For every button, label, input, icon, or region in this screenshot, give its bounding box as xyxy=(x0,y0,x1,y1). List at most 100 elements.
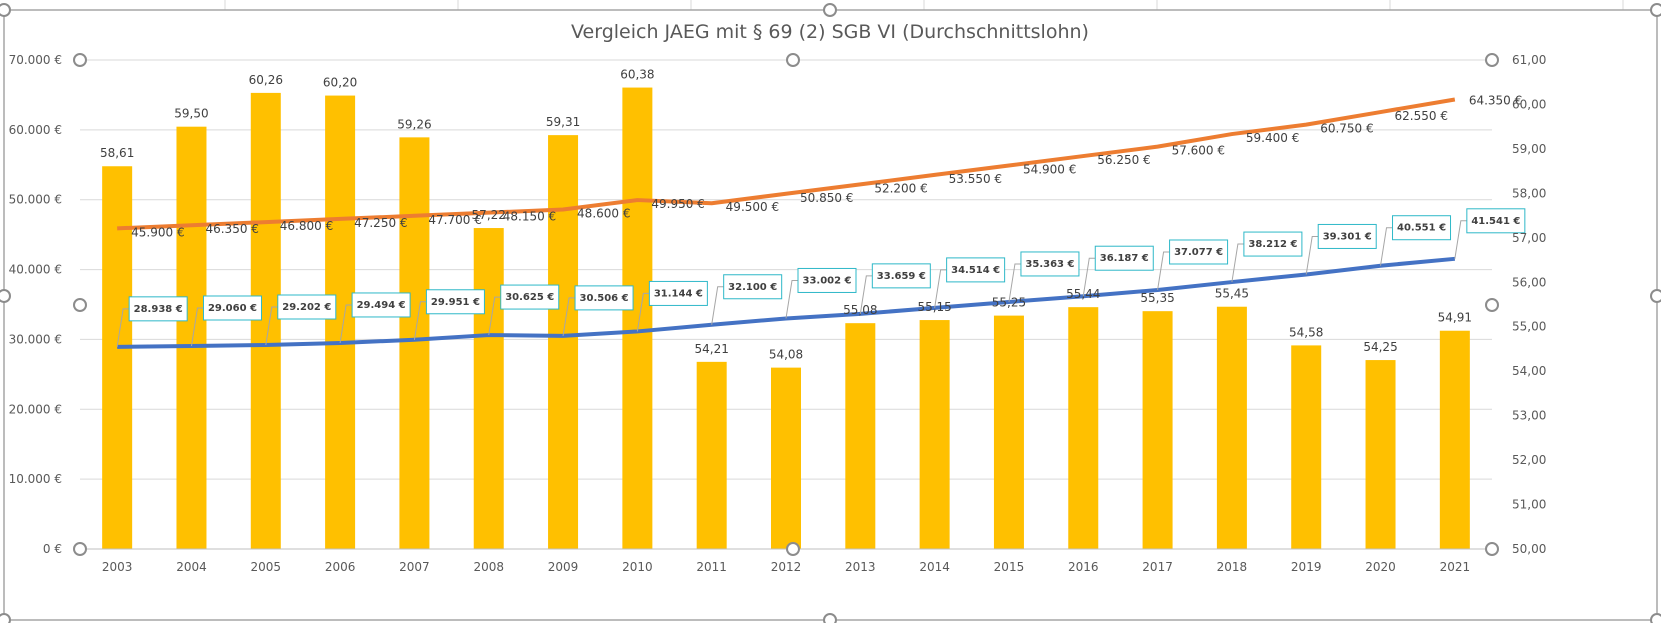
resize-handle[interactable] xyxy=(73,53,87,67)
line-data-label: 45.900 € xyxy=(131,225,184,239)
x-axis-tick-label: 2003 xyxy=(102,560,133,574)
left-axis-tick-label: 10.000 € xyxy=(9,472,62,486)
bar-data-label: 60,38 xyxy=(620,68,654,82)
resize-handle[interactable] xyxy=(0,613,11,623)
resize-handle[interactable] xyxy=(786,542,800,556)
line-data-label: 64.350 € xyxy=(1469,93,1522,107)
left-axis-tick-label: 50.000 € xyxy=(9,193,62,207)
callout-leader-line xyxy=(1454,220,1467,259)
callout-leader-line xyxy=(413,301,427,340)
bar-data-label: 59,26 xyxy=(397,117,431,131)
line-data-label: 62.550 € xyxy=(1395,109,1448,123)
x-axis-tick-label: 2014 xyxy=(919,560,950,574)
resize-handle[interactable] xyxy=(1485,298,1499,312)
right-axis-tick-label: 55,00 xyxy=(1512,320,1546,334)
line-data-label: 57.600 € xyxy=(1172,144,1225,158)
spreadsheet-grid xyxy=(224,0,1624,10)
bar xyxy=(176,126,207,549)
callout-box xyxy=(425,289,485,315)
left-axis-tick-label: 0 € xyxy=(43,542,62,556)
callout-leader-line xyxy=(265,306,278,346)
callout-box xyxy=(128,296,188,322)
resize-handle[interactable] xyxy=(73,298,87,312)
callout-box xyxy=(1392,215,1452,241)
line-data-label: 49.500 € xyxy=(726,200,779,214)
callout-box xyxy=(723,274,783,300)
bar xyxy=(771,367,801,549)
x-axis-tick-label: 2018 xyxy=(1217,560,1248,574)
callout-box xyxy=(946,257,1006,283)
callout-data-label: 31.144 € xyxy=(654,288,703,299)
x-axis-tick-label: 2010 xyxy=(622,560,653,574)
callout-leader-line xyxy=(1082,257,1096,297)
right-axis-tick-label: 52,00 xyxy=(1512,453,1546,467)
callout-data-label: 32.100 € xyxy=(728,282,777,293)
callout-box xyxy=(1466,208,1526,234)
callout-leader-line xyxy=(1305,235,1319,275)
resize-handle[interactable] xyxy=(1485,53,1499,67)
x-axis-tick-label: 2011 xyxy=(696,560,727,574)
resize-handle[interactable] xyxy=(0,289,11,303)
line-data-label: 53.550 € xyxy=(949,172,1002,186)
line-data-label: 49.950 € xyxy=(651,197,704,211)
callout-box xyxy=(1094,245,1154,271)
callout-data-label: 33.002 € xyxy=(802,275,851,286)
bar-data-label: 54,08 xyxy=(769,348,803,362)
right-axis-tick-label: 58,00 xyxy=(1512,186,1546,200)
right-axis-tick-label: 51,00 xyxy=(1512,498,1546,512)
line-data-label: 52.200 € xyxy=(874,181,927,195)
callout-data-label: 34.514 € xyxy=(951,265,1000,276)
resize-handle[interactable] xyxy=(1650,289,1661,303)
callout-box xyxy=(1243,231,1303,257)
bar xyxy=(250,92,281,549)
chart-title: Vergleich JAEG mit § 69 (2) SGB VI (Durc… xyxy=(571,21,1089,43)
bar-data-label: 58,61 xyxy=(100,146,134,160)
callout-data-label: 37.077 € xyxy=(1174,247,1223,258)
x-axis-tick-label: 2005 xyxy=(251,560,282,574)
bar xyxy=(1142,311,1173,549)
callout-data-label: 29.951 € xyxy=(431,297,480,308)
bar-data-label: 57,22 xyxy=(472,208,506,222)
left-axis-tick-label: 70.000 € xyxy=(9,53,62,67)
callout-leader-line xyxy=(190,307,204,347)
resize-handle[interactable] xyxy=(786,53,800,67)
resize-handle[interactable] xyxy=(823,613,837,623)
bar xyxy=(1365,360,1396,549)
bar xyxy=(845,323,876,549)
callout-leader-line xyxy=(339,304,353,344)
bar-data-label: 59,31 xyxy=(546,115,580,129)
callout-leader-line xyxy=(934,269,947,308)
callout-data-label: 33.659 € xyxy=(877,271,926,282)
callout-box xyxy=(574,285,634,311)
resize-handle[interactable] xyxy=(73,542,87,556)
right-axis-tick-label: 60,00 xyxy=(1512,97,1546,111)
bar xyxy=(102,166,133,549)
callout-data-label: 28.938 € xyxy=(134,304,183,315)
line-data-label: 46.350 € xyxy=(205,222,258,236)
line-data-label: 56.250 € xyxy=(1097,153,1150,167)
bar xyxy=(1439,330,1470,549)
bar-data-label: 59,50 xyxy=(174,107,208,121)
x-axis-tick-label: 2012 xyxy=(771,560,802,574)
callout-box xyxy=(648,280,708,306)
callout-box xyxy=(202,295,262,321)
line-data-label: 47.700 € xyxy=(428,213,481,227)
left-axis-tick-label: 60.000 € xyxy=(9,123,62,137)
resize-handle[interactable] xyxy=(1650,613,1661,623)
resize-handle[interactable] xyxy=(0,3,11,17)
bar xyxy=(1216,306,1247,549)
callout-data-label: 35.363 € xyxy=(1025,259,1074,270)
callout-box xyxy=(1020,251,1080,277)
bar-data-label: 55,35 xyxy=(1140,291,1174,305)
line-data-label: 47.250 € xyxy=(354,216,407,230)
resize-handle[interactable] xyxy=(1650,3,1661,17)
callout-box xyxy=(797,267,857,293)
bar xyxy=(993,315,1024,549)
callout-data-label: 38.212 € xyxy=(1248,239,1297,250)
bar-data-label: 54,25 xyxy=(1363,340,1397,354)
resize-handle[interactable] xyxy=(1485,542,1499,556)
callout-leader-line xyxy=(636,292,650,332)
resize-handle[interactable] xyxy=(823,3,837,17)
callout-box xyxy=(1317,223,1377,249)
